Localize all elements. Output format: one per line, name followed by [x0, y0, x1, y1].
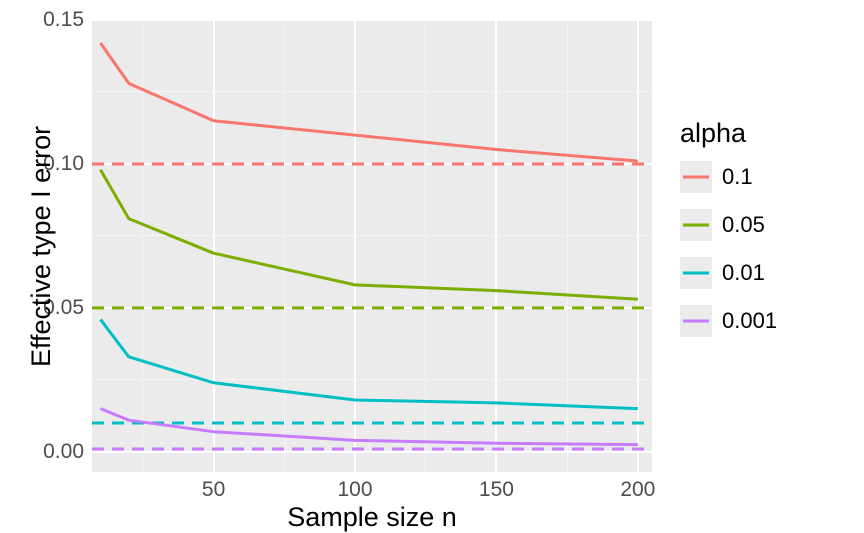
legend-label: 0.1: [722, 164, 753, 190]
legend-line-icon: [683, 320, 709, 323]
plot-panel: [92, 20, 652, 472]
y-axis-title: Effective type I error: [26, 125, 57, 366]
legend-item-0.1: 0.1: [680, 161, 777, 193]
y-tick-label: 0.00: [43, 440, 84, 464]
legend-label: 0.05: [722, 212, 765, 238]
series-layer: [92, 20, 652, 472]
legend-line-icon: [683, 176, 709, 179]
x-tick-label: 200: [620, 478, 655, 502]
legend-label: 0.01: [722, 260, 765, 286]
series-line-0.1: [100, 43, 637, 161]
series-line-0.001: [100, 409, 637, 445]
chart-container: 501001502000.000.050.100.15Sample size n…: [0, 0, 864, 528]
x-tick-label: 50: [202, 478, 225, 502]
legend-key: [680, 161, 712, 193]
x-axis-title: Sample size n: [287, 502, 457, 533]
legend-item-0.001: 0.001: [680, 305, 777, 337]
x-tick-label: 150: [479, 478, 514, 502]
y-tick-label: 0.15: [43, 8, 84, 32]
legend-line-icon: [683, 272, 709, 275]
legend-key: [680, 305, 712, 337]
x-tick-label: 100: [337, 478, 372, 502]
legend-line-icon: [683, 224, 709, 227]
series-line-0.01: [100, 319, 637, 408]
legend: alpha 0.1 0.05 0.01 0.001: [680, 118, 777, 353]
legend-title: alpha: [680, 118, 777, 149]
legend-key: [680, 209, 712, 241]
legend-key: [680, 257, 712, 289]
legend-items: 0.1 0.05 0.01 0.001: [680, 161, 777, 337]
series-line-0.05: [100, 170, 637, 300]
legend-item-0.01: 0.01: [680, 257, 777, 289]
legend-label: 0.001: [722, 308, 777, 334]
legend-item-0.05: 0.05: [680, 209, 777, 241]
